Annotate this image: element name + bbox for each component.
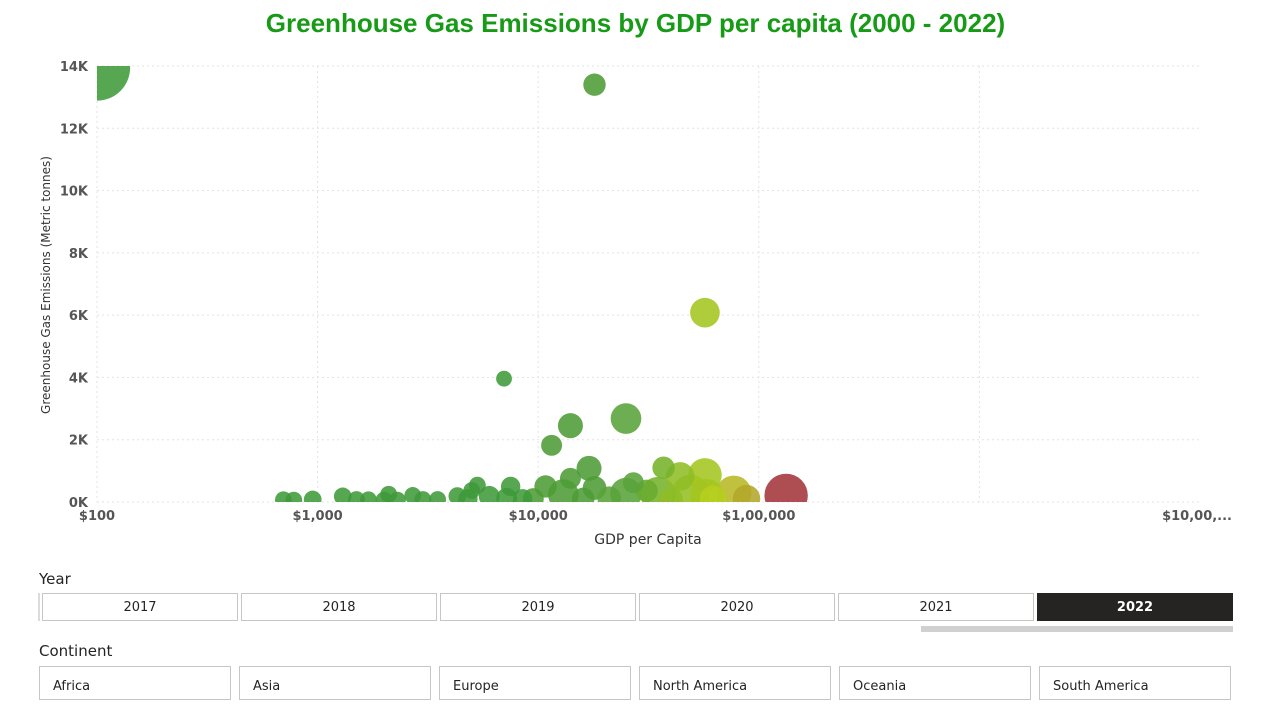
x-tick-label: $10,000	[509, 509, 568, 524]
data-point[interactable]	[512, 489, 533, 508]
x-tick-label: $1,000	[293, 509, 343, 524]
data-point[interactable]	[375, 491, 393, 509]
data-point[interactable]	[448, 487, 467, 505]
data-point[interactable]	[541, 434, 563, 456]
y-axis-title: Greenhouse Gas Emissions (Metric tonnes)	[39, 156, 53, 414]
year-slicer-label: Year	[39, 570, 71, 588]
y-tick-label: 10K	[60, 185, 89, 200]
y-tick-label: 12K	[60, 122, 89, 137]
continent-option-asia[interactable]: Asia	[239, 666, 431, 700]
data-point[interactable]	[690, 297, 720, 328]
data-point[interactable]	[699, 485, 727, 511]
data-point[interactable]	[360, 491, 377, 508]
data-point[interactable]	[659, 487, 683, 512]
data-point[interactable]	[429, 491, 447, 508]
data-point[interactable]	[463, 482, 481, 499]
continent-slicer-label: Continent	[39, 642, 113, 660]
scatter-chart: 0K 2K 4K 6K 8K 10K 12K 14K $100 $1,000 $10,000 $1,…	[39, 34, 1232, 548]
data-point[interactable]	[496, 370, 512, 387]
data-point[interactable]	[557, 413, 583, 439]
data-point[interactable]	[597, 486, 622, 510]
continent-option-africa[interactable]: Africa	[39, 666, 231, 700]
data-point[interactable]	[572, 487, 595, 510]
data-point[interactable]	[500, 476, 521, 497]
x-tick-label: $10,00,...	[1162, 509, 1232, 524]
y-tick-label: 6K	[69, 309, 89, 324]
year-option-2020[interactable]: 2020	[639, 593, 835, 621]
continent-option-north-america[interactable]: North America	[639, 666, 831, 700]
year-option-2021[interactable]: 2021	[838, 593, 1034, 621]
y-tick-label: 0K	[69, 496, 89, 511]
continent-option-oceania[interactable]: Oceania	[839, 666, 1031, 700]
y-tick-label: 2K	[69, 434, 89, 449]
y-axis-ticks: 0K 2K 4K 6K 8K 10K 12K 14K	[60, 60, 89, 511]
data-point[interactable]	[303, 490, 322, 509]
year-slicer-edge	[38, 593, 40, 621]
data-point[interactable]	[414, 491, 432, 508]
data-point[interactable]	[732, 484, 761, 512]
continent-option-south-america[interactable]: South America	[1039, 666, 1231, 700]
data-point[interactable]	[583, 73, 606, 96]
data-point[interactable]	[559, 467, 581, 489]
data-point[interactable]	[388, 491, 406, 509]
chart-title: Greenhouse Gas Emissions by GDP per capi…	[265, 8, 1006, 38]
data-point[interactable]	[333, 487, 352, 506]
y-tick-label: 8K	[69, 247, 89, 262]
data-point[interactable]	[576, 455, 602, 481]
x-tick-label: $100	[79, 509, 115, 524]
data-point[interactable]	[622, 472, 644, 494]
year-option-2019[interactable]: 2019	[440, 593, 636, 621]
continent-option-europe[interactable]: Europe	[439, 666, 631, 700]
x-axis-ticks: $100 $1,000 $10,000 $1,00,000 $10,00,...	[79, 509, 1232, 524]
data-point[interactable]	[285, 491, 303, 509]
data-points	[64, 34, 808, 517]
year-slicer-scrollbar[interactable]	[921, 626, 1233, 632]
data-point[interactable]	[764, 473, 808, 517]
y-tick-label: 4K	[69, 371, 89, 386]
data-point[interactable]	[652, 456, 675, 479]
year-option-2018[interactable]: 2018	[241, 593, 437, 621]
x-tick-label: $1,00,000	[722, 509, 795, 524]
data-point[interactable]	[610, 403, 642, 434]
year-option-2017[interactable]: 2017	[42, 593, 238, 621]
y-tick-label: 14K	[60, 60, 89, 75]
year-option-2022[interactable]: 2022	[1037, 593, 1233, 621]
x-axis-title: GDP per Capita	[594, 532, 701, 548]
data-point[interactable]	[64, 34, 131, 101]
gridlines	[96, 65, 1200, 503]
